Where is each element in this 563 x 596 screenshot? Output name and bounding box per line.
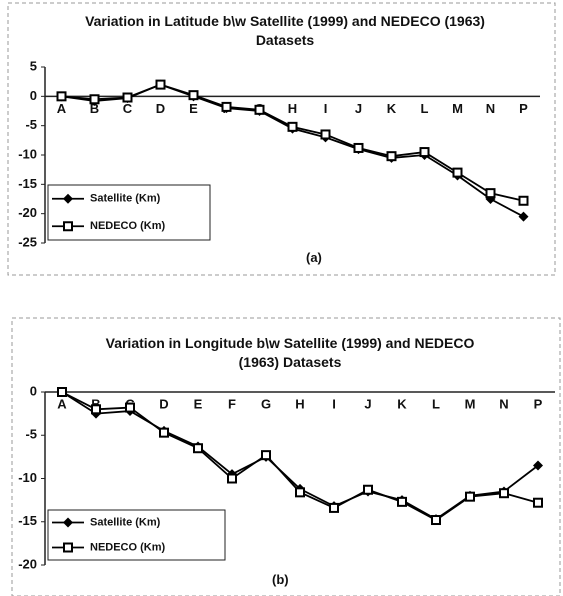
marker-square (155, 79, 166, 90)
x-tick-label: G (261, 396, 271, 411)
marker-square (188, 90, 199, 101)
marker-square (221, 101, 232, 112)
marker-square (287, 121, 298, 132)
marker-square (193, 443, 203, 454)
x-tick-label: M (452, 101, 463, 116)
marker-square (159, 427, 169, 438)
x-tick-label: L (421, 101, 429, 116)
marker-square (419, 147, 430, 158)
marker-square (386, 151, 397, 162)
chart-title: Variation in Longitude b\w Satellite (19… (105, 335, 475, 370)
x-tick-label: H (295, 396, 304, 411)
y-tick-label: 5 (30, 58, 37, 73)
marker-square (57, 387, 67, 397)
legend-marker (63, 221, 73, 232)
x-tick-label: P (534, 396, 543, 411)
legend-marker (63, 193, 73, 204)
legend-box (47, 509, 226, 561)
x-tick-label: I (332, 396, 336, 411)
x-tick-label: N (499, 396, 508, 411)
x-tick-label: C (123, 101, 133, 116)
marker-square (499, 488, 509, 499)
y-tick-label: -15 (18, 513, 37, 528)
marker-square (465, 491, 475, 502)
x-tick-label: L (432, 396, 440, 411)
marker-diamond (533, 460, 543, 471)
x-tick-label: B (90, 101, 99, 116)
y-tick-label: 0 (30, 383, 37, 398)
marker-square (518, 195, 529, 206)
marker-diamond (518, 211, 529, 222)
x-tick-label: N (486, 101, 495, 116)
marker-square (485, 188, 496, 199)
legend-label: NEDECO (Km) (90, 541, 166, 553)
x-tick-label: F (228, 396, 236, 411)
x-tick-label: D (159, 396, 168, 411)
marker-square (122, 92, 133, 103)
chart-title: Variation in Latitude b\w Satellite (199… (85, 13, 485, 48)
marker-square (254, 104, 265, 115)
marker-square (320, 129, 331, 140)
y-tick-label: 0 (30, 88, 37, 103)
legend-box (47, 184, 211, 241)
marker-square (353, 142, 364, 153)
legend-label: Satellite (Km) (90, 193, 161, 205)
marker-square (261, 450, 271, 461)
marker-square (56, 91, 67, 102)
marker-square (295, 487, 305, 498)
x-tick-label: E (189, 101, 198, 116)
y-tick-label: -25 (18, 234, 37, 249)
x-tick-label: P (519, 101, 528, 116)
x-tick-label: H (288, 101, 297, 116)
y-tick-label: -10 (18, 470, 37, 485)
marker-square (452, 167, 463, 178)
chart-frame (11, 317, 561, 596)
x-tick-label: D (156, 101, 165, 116)
marker-square (91, 404, 101, 415)
legend-marker (63, 517, 73, 528)
x-tick-label: A (57, 101, 67, 116)
x-tick-label: J (364, 396, 371, 411)
x-tick-label: K (387, 101, 397, 116)
chart-caption: (b) (272, 572, 289, 587)
marker-square (125, 402, 135, 413)
marker-square (397, 496, 407, 507)
y-tick-label: -5 (25, 427, 37, 442)
x-tick-label: J (355, 101, 362, 116)
x-tick-label: K (397, 396, 407, 411)
marker-square (363, 484, 373, 495)
chart-caption: (a) (306, 250, 322, 265)
marker-square (329, 502, 339, 513)
marker-square (533, 497, 543, 508)
x-tick-label: E (194, 396, 203, 411)
legend-marker (63, 542, 73, 553)
chart-frame (7, 2, 556, 276)
y-tick-label: -20 (18, 205, 37, 220)
y-tick-label: -10 (18, 146, 37, 161)
marker-square (431, 515, 441, 526)
y-tick-label: -15 (18, 176, 37, 191)
legend-label: Satellite (Km) (90, 516, 161, 528)
x-tick-label: I (324, 101, 328, 116)
y-tick-label: -5 (25, 117, 37, 132)
marker-square (89, 94, 100, 105)
x-tick-label: M (465, 396, 476, 411)
x-tick-label: A (57, 396, 67, 411)
legend-label: NEDECO (Km) (90, 220, 166, 232)
marker-square (227, 473, 237, 484)
x-tick-label: B (91, 396, 100, 411)
y-tick-label: -20 (18, 556, 37, 571)
